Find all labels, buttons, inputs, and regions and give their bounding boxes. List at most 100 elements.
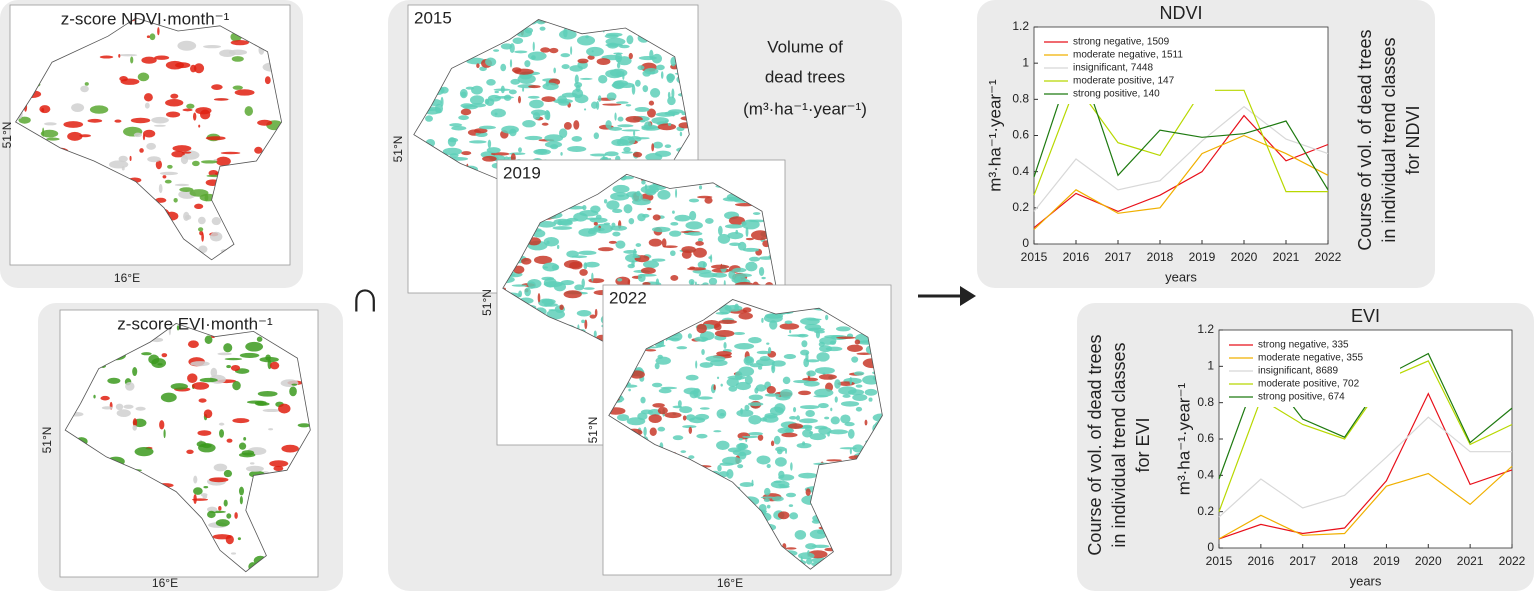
map-patch xyxy=(500,85,505,94)
map-patch xyxy=(269,460,289,467)
map-patch xyxy=(714,330,735,338)
series-line xyxy=(1218,416,1512,518)
map-patch xyxy=(129,155,132,162)
map-patch xyxy=(459,88,468,99)
y-tick-label: 0.8 xyxy=(1197,395,1214,409)
map-patch xyxy=(604,34,619,39)
map-patch xyxy=(687,267,707,271)
region-outline xyxy=(608,299,883,570)
map-patch xyxy=(144,102,150,109)
map-patch xyxy=(687,231,703,236)
map-patch xyxy=(115,403,124,411)
map-patch xyxy=(628,388,631,392)
map-patch xyxy=(679,131,683,137)
arrow-head xyxy=(960,286,976,306)
map-patch xyxy=(784,428,793,433)
map-patch xyxy=(181,151,192,154)
x-tick-label: 2021 xyxy=(1457,554,1484,568)
map-patch xyxy=(666,73,676,82)
map-patch xyxy=(220,151,241,155)
x-axis-label: years xyxy=(1350,573,1382,588)
map-patch xyxy=(485,98,495,106)
map-patch xyxy=(116,409,131,418)
map-patch xyxy=(155,197,167,203)
map-patch xyxy=(532,112,541,120)
map-patch xyxy=(736,409,754,417)
map-patch xyxy=(721,456,742,465)
map-patch xyxy=(186,449,194,454)
map-patch xyxy=(118,53,121,58)
y-tick-label: 1.2 xyxy=(1197,322,1214,336)
map-patch xyxy=(756,350,771,355)
map-patch xyxy=(574,81,583,88)
map-patch xyxy=(199,230,204,236)
map-patch xyxy=(225,535,234,545)
map-patch xyxy=(280,379,299,387)
map-patch xyxy=(440,96,444,107)
map-patch xyxy=(655,356,671,365)
map-patch xyxy=(780,389,793,399)
map-patch xyxy=(741,219,760,230)
map-patch xyxy=(699,407,710,410)
map-patch xyxy=(617,278,623,282)
map-patch xyxy=(682,415,687,421)
map-patch xyxy=(199,377,218,383)
map-patch xyxy=(806,359,820,363)
map-patch xyxy=(524,135,543,141)
map-patch xyxy=(194,203,204,209)
map-patch xyxy=(165,111,181,118)
map-patch xyxy=(278,403,291,414)
map-patch xyxy=(716,376,720,380)
map-patch xyxy=(141,56,157,64)
map-patch xyxy=(469,95,485,105)
map-patch xyxy=(765,313,784,319)
lat-label: 51°N xyxy=(391,136,405,163)
map-patch xyxy=(558,100,570,106)
maps: 2015 51°N 2019 51°N 2022 51°N xyxy=(9,4,892,578)
map-patch xyxy=(699,362,714,368)
map-patch xyxy=(482,155,497,162)
map-patch xyxy=(215,519,230,527)
map-year: 2015 xyxy=(414,8,452,27)
map-patch xyxy=(763,498,770,503)
map-patch xyxy=(652,214,661,221)
map-patch xyxy=(685,374,699,381)
lon-label: 16°E xyxy=(114,271,140,285)
map-patch xyxy=(269,361,280,370)
map-patch xyxy=(835,326,851,332)
map-patch xyxy=(788,504,794,508)
map-patch xyxy=(527,279,542,289)
y-tick-label: 0.4 xyxy=(1012,164,1029,178)
map-patch xyxy=(644,121,652,130)
legend-label: moderate positive, 702 xyxy=(1258,379,1360,390)
map-patch xyxy=(187,340,199,349)
map-patch xyxy=(587,55,595,60)
map-patch xyxy=(623,250,638,254)
map-patch xyxy=(741,221,747,226)
map-patch xyxy=(595,214,602,220)
map-patch xyxy=(146,142,157,150)
map-patch xyxy=(603,222,611,226)
map-patch xyxy=(514,68,534,75)
map-patch xyxy=(738,366,755,377)
map-patch xyxy=(759,256,774,260)
map-patch xyxy=(732,448,752,456)
map-patch xyxy=(114,119,122,123)
map-patch xyxy=(239,496,243,505)
map-patch xyxy=(207,510,216,519)
map-patch xyxy=(783,354,796,360)
map-patch xyxy=(798,418,818,424)
map-patch xyxy=(639,119,646,123)
map-patch xyxy=(563,28,568,38)
map-patch xyxy=(262,408,281,413)
map-patch xyxy=(596,58,611,66)
map-patch xyxy=(209,477,229,483)
map-patch xyxy=(232,85,243,90)
map-patch xyxy=(682,425,697,429)
map-patch xyxy=(471,85,483,95)
chart-title: NDVI xyxy=(1159,3,1202,23)
map-patch xyxy=(597,247,614,252)
map-patch xyxy=(577,58,589,64)
map-patch xyxy=(789,416,797,420)
